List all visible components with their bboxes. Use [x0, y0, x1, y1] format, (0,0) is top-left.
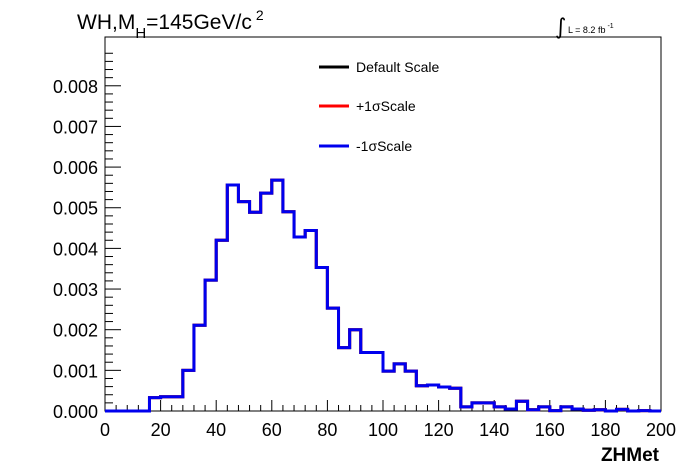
series-line-2: [105, 178, 661, 413]
x-tick-label: 180: [590, 420, 620, 440]
lumi-integral-sign: ∫: [555, 15, 566, 40]
x-tick-label: 120: [424, 420, 454, 440]
x-tick-label: 160: [535, 420, 565, 440]
y-tick-label: 0.008: [53, 77, 98, 97]
y-tick-label: 0.000: [53, 402, 98, 422]
series-layer: [105, 178, 661, 413]
axis-ticks: 0 20 40 60 80 100 120 140 160 180 200 0.000 0.001 0.0…: [53, 36, 676, 440]
y-tick-label: 0.005: [53, 199, 98, 219]
title-subscript: H: [135, 25, 146, 42]
x-tick-label: 60: [262, 420, 282, 440]
y-tick-label: 0.001: [53, 361, 98, 381]
x-tick-label: 40: [206, 420, 226, 440]
lumi-label: L = 8.2 fb -1: [568, 23, 614, 35]
x-tick-label: 20: [151, 420, 171, 440]
legend-label: Default Scale: [356, 59, 439, 75]
y-tick-label: 0.003: [53, 280, 98, 300]
lumi-superscript: -1: [607, 23, 613, 30]
title-superscript: 2: [256, 7, 264, 23]
title-main: =145GeV/c: [146, 11, 252, 34]
title-prefix: WH,M: [77, 11, 135, 34]
x-tick-label: 0: [100, 420, 110, 440]
x-tick-label: 140: [479, 420, 509, 440]
legend-label: +1σScale: [356, 98, 416, 114]
legend: Default Scale +1σScale -1σScale: [319, 59, 439, 154]
x-tick-label: 200: [646, 420, 676, 440]
y-tick-label: 0.006: [53, 158, 98, 178]
y-tick-label: 0.007: [53, 117, 98, 137]
legend-label: -1σScale: [356, 138, 412, 154]
lumi-text: L = 8.2 fb: [568, 25, 605, 35]
x-axis-label: ZHMet: [601, 445, 660, 466]
chart-title: WH,MH=145GeV/c 2: [77, 7, 264, 42]
y-tick-label: 0.002: [53, 321, 98, 341]
y-tick-label: 0.004: [53, 239, 98, 259]
x-tick-label: 80: [317, 420, 337, 440]
x-tick-label: 100: [368, 420, 398, 440]
